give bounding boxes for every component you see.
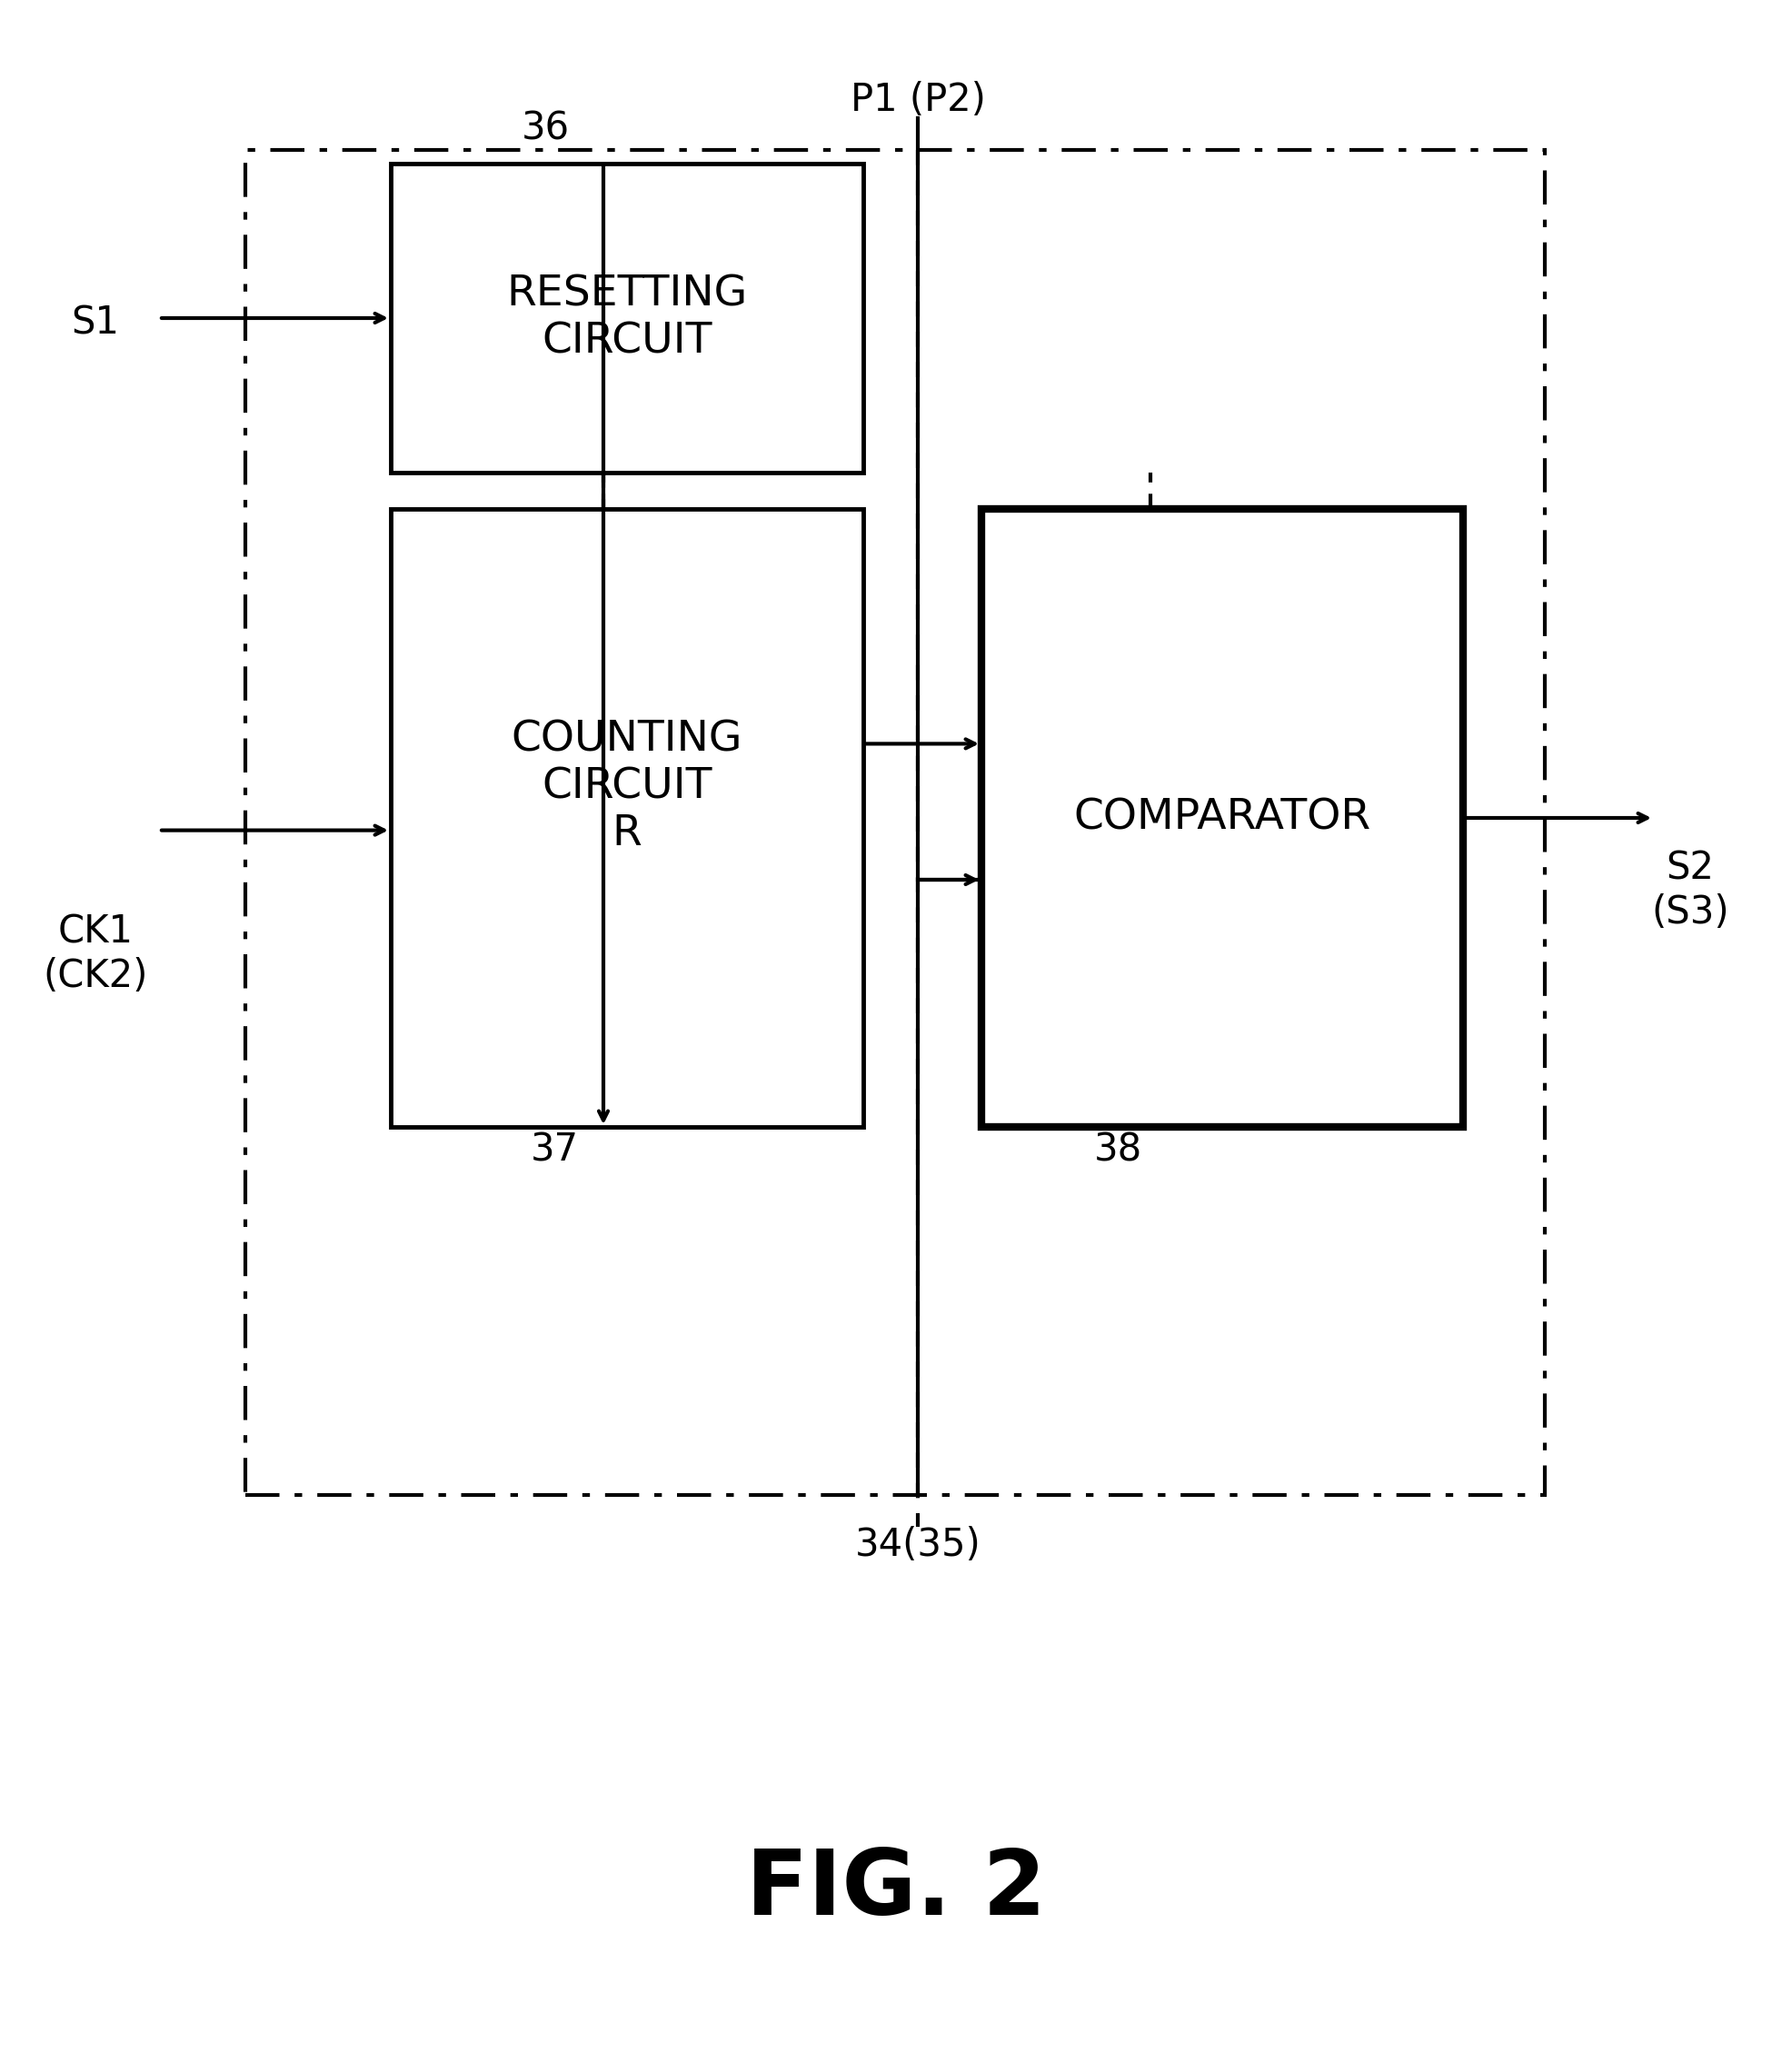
Bar — [982, 510, 1462, 1126]
Bar — [391, 510, 864, 1126]
Bar — [246, 151, 1545, 1496]
Text: 34(35): 34(35) — [855, 1527, 980, 1564]
Text: S2
(S3): S2 (S3) — [1650, 850, 1729, 932]
Text: COMPARATOR: COMPARATOR — [1073, 798, 1371, 838]
Text: 38: 38 — [1093, 1131, 1142, 1170]
Text: 36: 36 — [521, 109, 570, 149]
Bar — [391, 163, 864, 472]
Text: P1 (P2): P1 (P2) — [849, 80, 986, 120]
Text: RESETTING
CIRCUIT: RESETTING CIRCUIT — [507, 274, 747, 363]
Text: CK1
(CK2): CK1 (CK2) — [43, 914, 147, 996]
Text: 37: 37 — [530, 1131, 579, 1170]
Text: FIG. 2: FIG. 2 — [745, 1846, 1047, 1935]
Text: S1: S1 — [72, 303, 120, 342]
Text: COUNTING
CIRCUIT
R: COUNTING CIRCUIT R — [511, 720, 742, 854]
